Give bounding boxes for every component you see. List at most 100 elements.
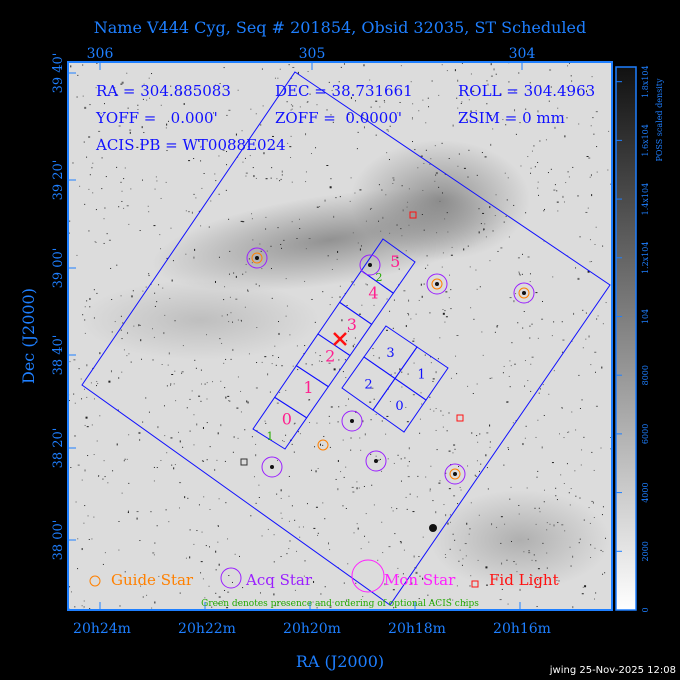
star-dot xyxy=(324,586,326,588)
acq-star-marker[interactable] xyxy=(365,450,387,472)
star-dot xyxy=(299,121,301,123)
star-dot xyxy=(142,596,144,598)
star-dot xyxy=(353,284,355,286)
star-dot xyxy=(128,353,130,355)
acq-star-marker[interactable] xyxy=(444,463,466,485)
star-dot xyxy=(242,273,244,275)
star-dot xyxy=(352,491,355,493)
star-dot xyxy=(568,431,570,433)
acq-star-marker[interactable] xyxy=(426,273,448,295)
star-dot xyxy=(103,218,105,220)
fid-light-marker[interactable] xyxy=(456,414,464,422)
star-dot xyxy=(354,192,356,194)
star-dot xyxy=(365,283,367,285)
star-dot xyxy=(546,522,548,524)
star-dot xyxy=(456,373,458,375)
star-dot xyxy=(70,467,72,469)
star-dot xyxy=(446,212,448,214)
acq-star-marker[interactable] xyxy=(513,282,535,304)
star-dot xyxy=(435,174,437,176)
star-dot xyxy=(288,475,290,477)
star-dot xyxy=(468,533,470,535)
star-dot xyxy=(415,571,418,574)
star-dot xyxy=(285,603,287,605)
star-dot xyxy=(98,130,101,132)
star-dot xyxy=(198,210,200,212)
star-dot xyxy=(490,115,492,117)
star-dot xyxy=(535,523,537,525)
star-dot xyxy=(154,292,156,294)
star-dot xyxy=(194,359,196,361)
guide-star-marker[interactable] xyxy=(449,468,461,480)
star-dot xyxy=(369,79,371,81)
fid-light-marker[interactable] xyxy=(240,458,248,466)
star-dot xyxy=(281,174,283,176)
star-dot xyxy=(588,157,591,159)
star-dot xyxy=(202,426,204,429)
acq-star-marker[interactable] xyxy=(261,456,283,478)
star-dot xyxy=(124,167,126,169)
star-dot xyxy=(221,342,223,344)
star-dot xyxy=(290,135,292,137)
star-dot xyxy=(414,149,416,151)
star-dot xyxy=(110,370,112,373)
star-dot xyxy=(601,514,603,516)
star-dot xyxy=(140,585,142,587)
star-dot xyxy=(285,278,287,280)
star-dot xyxy=(461,564,463,566)
star-dot xyxy=(581,449,583,451)
acq-star-marker[interactable] xyxy=(359,254,381,276)
star-dot xyxy=(86,364,88,367)
star-dot xyxy=(77,568,79,570)
star-dot xyxy=(154,188,156,190)
star-dot xyxy=(91,424,93,426)
star-dot xyxy=(314,446,316,448)
star-dot xyxy=(174,320,176,322)
star-dot xyxy=(252,239,254,241)
star-dot xyxy=(467,385,469,387)
star-dot xyxy=(497,325,499,327)
star-dot xyxy=(410,81,412,83)
guide-star-marker[interactable] xyxy=(317,439,329,451)
fid-light-marker[interactable] xyxy=(409,211,417,219)
star-dot xyxy=(375,413,377,415)
star-dot xyxy=(513,204,515,206)
star-dot xyxy=(248,258,250,260)
optional-chips-note: Green denotes presence and ordering of o… xyxy=(201,599,479,609)
star-dot xyxy=(476,435,478,437)
star-dot xyxy=(255,454,257,457)
star-dot xyxy=(591,451,593,453)
guide-star-marker[interactable] xyxy=(518,287,530,299)
star-dot xyxy=(363,485,365,487)
guide-star-marker[interactable] xyxy=(251,252,263,264)
star-dot xyxy=(561,321,563,323)
star-dot xyxy=(380,230,382,232)
star-dot xyxy=(214,173,216,175)
acq-star-marker[interactable] xyxy=(341,410,363,432)
star-dot xyxy=(412,394,415,396)
star-dot xyxy=(255,502,257,504)
star-dot xyxy=(316,607,318,609)
star-dot xyxy=(408,188,410,190)
star-dot xyxy=(394,372,396,374)
star-dot xyxy=(527,380,529,382)
star-dot xyxy=(520,165,522,167)
star-dot xyxy=(255,443,257,445)
star-dot xyxy=(405,325,407,328)
star-dot xyxy=(553,321,555,323)
star-dot xyxy=(242,221,245,223)
guide-star-marker[interactable] xyxy=(431,278,443,290)
star-dot xyxy=(427,264,429,266)
star-dot xyxy=(527,256,530,258)
star-dot xyxy=(342,505,344,507)
star-dot xyxy=(515,293,517,295)
star-dot xyxy=(424,354,426,356)
star-dot xyxy=(335,197,337,199)
star-dot xyxy=(270,268,272,270)
star-dot xyxy=(456,585,458,587)
star-dot xyxy=(223,67,225,69)
star-dot xyxy=(595,226,597,228)
star-dot xyxy=(129,131,131,134)
acq-star-marker[interactable] xyxy=(246,247,268,269)
star-dot xyxy=(590,125,592,127)
